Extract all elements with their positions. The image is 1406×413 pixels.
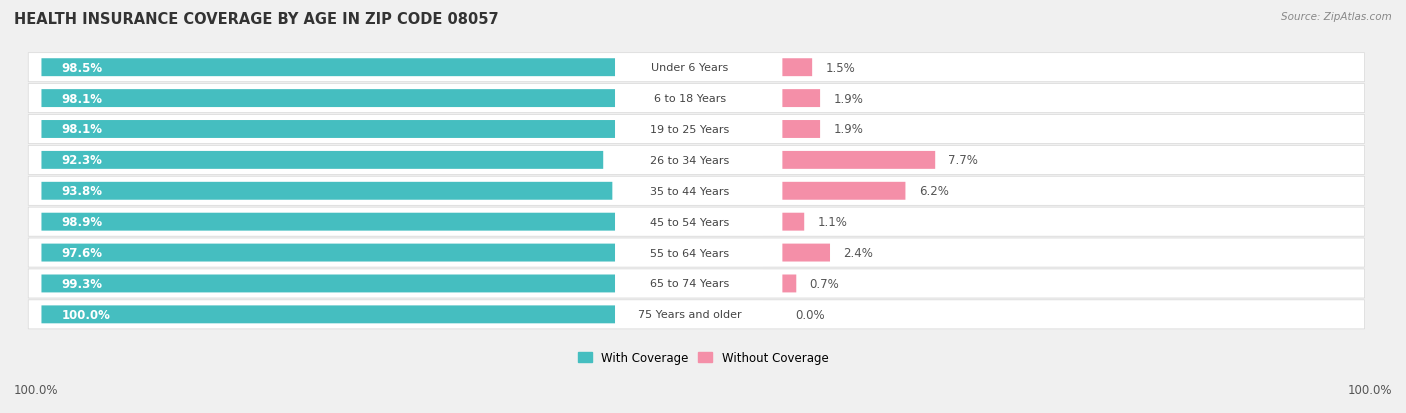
FancyBboxPatch shape [782, 275, 796, 293]
FancyBboxPatch shape [614, 55, 765, 82]
Text: 75 Years and older: 75 Years and older [638, 310, 741, 320]
FancyBboxPatch shape [614, 270, 765, 297]
FancyBboxPatch shape [614, 147, 765, 174]
FancyBboxPatch shape [41, 244, 636, 262]
Text: 100.0%: 100.0% [62, 308, 110, 321]
Text: Source: ZipAtlas.com: Source: ZipAtlas.com [1281, 12, 1392, 22]
Text: Under 6 Years: Under 6 Years [651, 63, 728, 73]
FancyBboxPatch shape [614, 209, 765, 236]
Text: 65 to 74 Years: 65 to 74 Years [650, 279, 730, 289]
Text: 2.4%: 2.4% [844, 247, 873, 259]
Text: 98.1%: 98.1% [62, 123, 103, 136]
Text: 98.5%: 98.5% [62, 62, 103, 74]
Text: 7.7%: 7.7% [949, 154, 979, 167]
FancyBboxPatch shape [28, 84, 1365, 113]
Text: 97.6%: 97.6% [62, 247, 103, 259]
Text: 6 to 18 Years: 6 to 18 Years [654, 94, 725, 104]
FancyBboxPatch shape [782, 183, 905, 200]
FancyBboxPatch shape [28, 177, 1365, 206]
FancyBboxPatch shape [28, 146, 1365, 175]
Text: 98.1%: 98.1% [62, 93, 103, 105]
Text: 93.8%: 93.8% [62, 185, 103, 198]
FancyBboxPatch shape [41, 90, 638, 108]
FancyBboxPatch shape [614, 301, 765, 328]
Text: 1.9%: 1.9% [834, 93, 863, 105]
FancyBboxPatch shape [614, 178, 765, 205]
FancyBboxPatch shape [28, 269, 1365, 298]
FancyBboxPatch shape [614, 85, 765, 112]
Legend: With Coverage, Without Coverage: With Coverage, Without Coverage [572, 347, 834, 369]
Text: 99.3%: 99.3% [62, 277, 103, 290]
Text: 35 to 44 Years: 35 to 44 Years [650, 186, 730, 196]
Text: 6.2%: 6.2% [918, 185, 949, 198]
Text: 1.1%: 1.1% [817, 216, 848, 229]
Text: 92.3%: 92.3% [62, 154, 103, 167]
Text: 19 to 25 Years: 19 to 25 Years [650, 125, 730, 135]
FancyBboxPatch shape [782, 90, 820, 108]
Text: 1.5%: 1.5% [825, 62, 855, 74]
FancyBboxPatch shape [28, 54, 1365, 83]
FancyBboxPatch shape [41, 275, 645, 293]
FancyBboxPatch shape [782, 244, 830, 262]
Text: 55 to 64 Years: 55 to 64 Years [650, 248, 730, 258]
FancyBboxPatch shape [41, 183, 613, 200]
Text: 0.7%: 0.7% [810, 277, 839, 290]
Text: 1.9%: 1.9% [834, 123, 863, 136]
FancyBboxPatch shape [614, 116, 765, 143]
FancyBboxPatch shape [28, 115, 1365, 144]
FancyBboxPatch shape [782, 59, 813, 77]
FancyBboxPatch shape [28, 238, 1365, 268]
FancyBboxPatch shape [41, 306, 650, 323]
FancyBboxPatch shape [41, 213, 644, 231]
FancyBboxPatch shape [41, 59, 641, 77]
FancyBboxPatch shape [614, 240, 765, 266]
FancyBboxPatch shape [28, 300, 1365, 329]
FancyBboxPatch shape [28, 208, 1365, 237]
Text: 100.0%: 100.0% [1347, 384, 1392, 396]
FancyBboxPatch shape [41, 121, 638, 139]
Text: HEALTH INSURANCE COVERAGE BY AGE IN ZIP CODE 08057: HEALTH INSURANCE COVERAGE BY AGE IN ZIP … [14, 12, 499, 27]
FancyBboxPatch shape [41, 152, 603, 169]
FancyBboxPatch shape [782, 152, 935, 169]
Text: 26 to 34 Years: 26 to 34 Years [650, 156, 730, 166]
Text: 0.0%: 0.0% [796, 308, 825, 321]
FancyBboxPatch shape [782, 213, 804, 231]
Text: 100.0%: 100.0% [14, 384, 59, 396]
Text: 45 to 54 Years: 45 to 54 Years [650, 217, 730, 227]
Text: 98.9%: 98.9% [62, 216, 103, 229]
FancyBboxPatch shape [782, 121, 820, 139]
